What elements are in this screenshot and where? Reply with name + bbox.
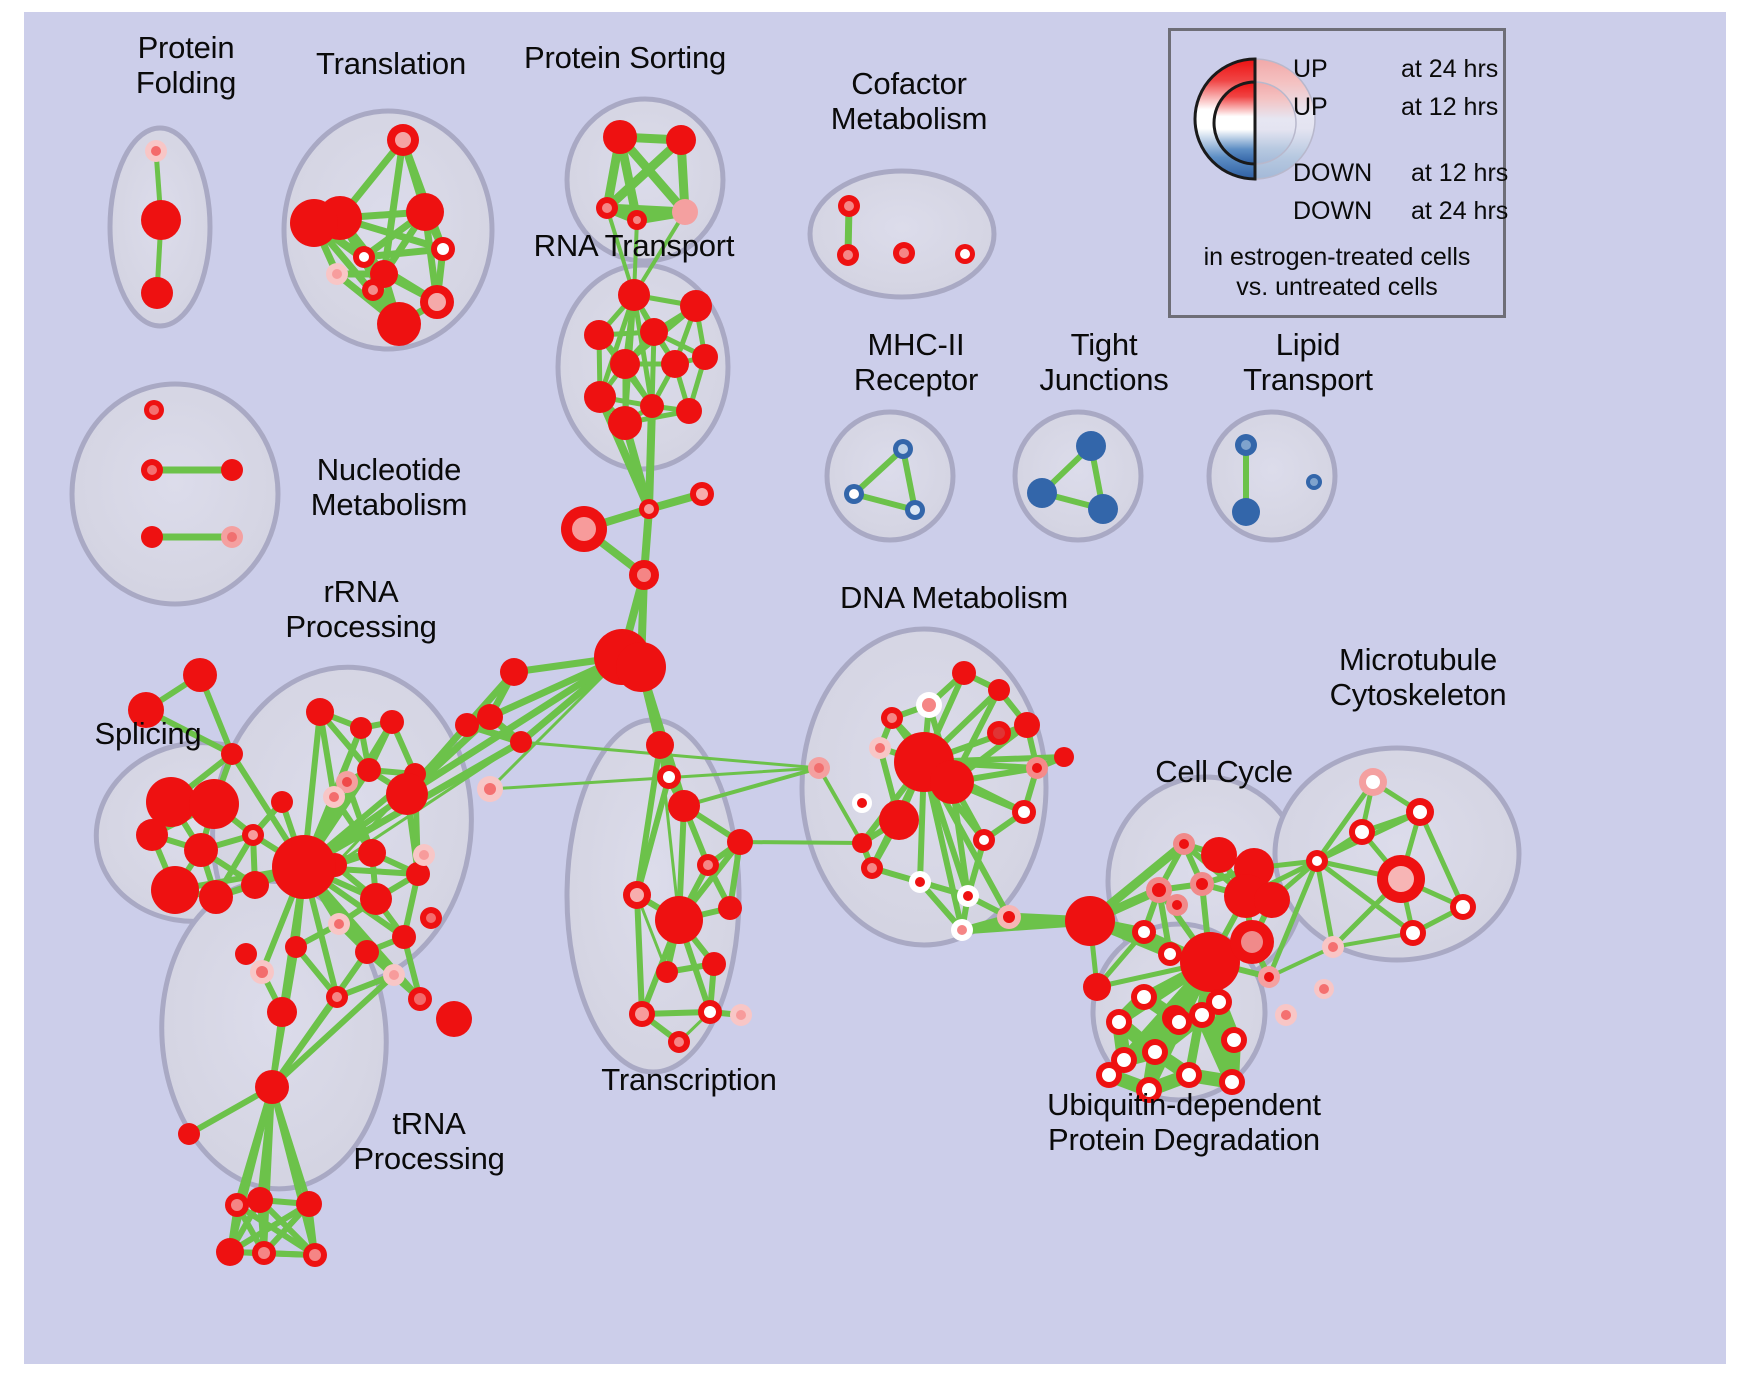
- legend-direction-down-24: DOWN: [1293, 197, 1373, 225]
- legend-direction-up-12: UP: [1293, 93, 1328, 121]
- legend-footnote: in estrogen-treated cells vs. untreated …: [1203, 243, 1471, 301]
- network-svg: [69, 96, 1522, 1267]
- legend-time-down-12: at 12 hrs: [1411, 159, 1509, 187]
- legend-direction-up-24: UP: [1293, 55, 1328, 83]
- legend-time-up-24: at 24 hrs: [1401, 55, 1499, 83]
- legend-time-up-12: at 12 hrs: [1401, 93, 1499, 121]
- blob-mhc: [824, 409, 956, 543]
- blob-cofactor: [807, 168, 997, 300]
- blob-protein-sorting: [564, 96, 726, 264]
- legend-time-down-24: at 24 hrs: [1411, 197, 1509, 225]
- blob-nucleotide: [69, 381, 281, 607]
- legend-panel: UP at 24 hrs UP at 12 hrs DOWN at 12 hrs…: [1168, 28, 1509, 318]
- legend-node-glyph: [1193, 57, 1316, 181]
- network-nodes: [128, 120, 1476, 1267]
- network-plot-area: Protein Folding Translation Protein Sort…: [24, 12, 1726, 1364]
- legend-direction-down-12: DOWN: [1293, 159, 1373, 187]
- blob-tight: [1012, 409, 1144, 543]
